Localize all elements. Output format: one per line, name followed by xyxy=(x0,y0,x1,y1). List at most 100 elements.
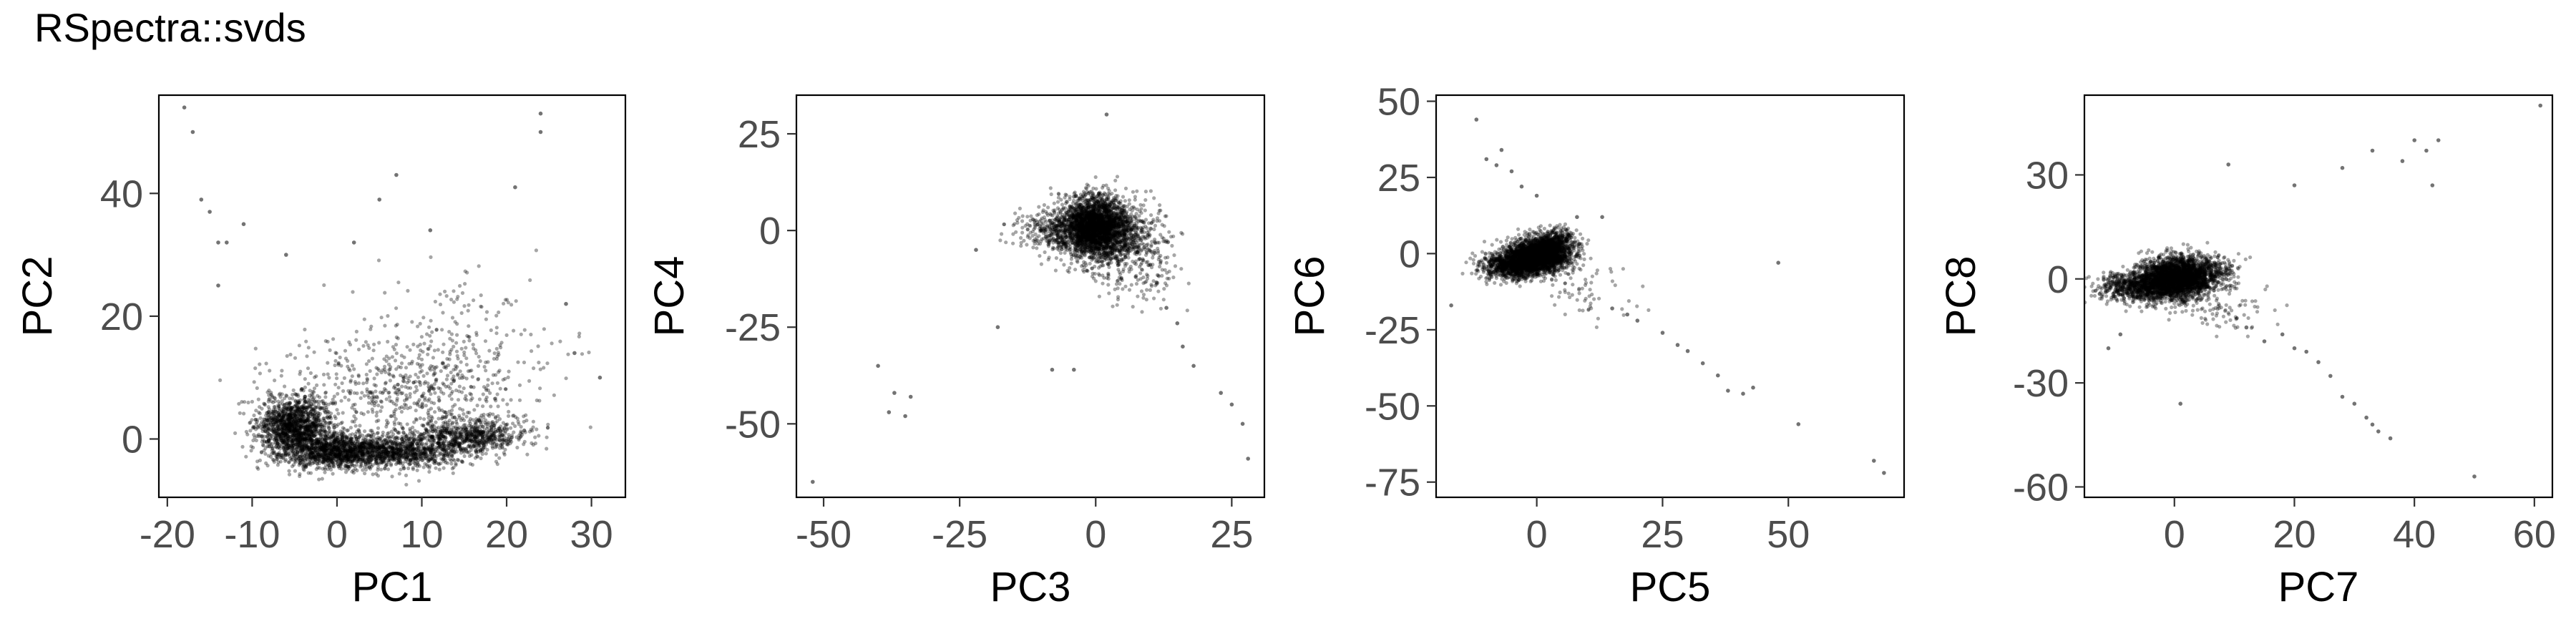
data-point xyxy=(515,445,519,450)
data-point xyxy=(316,402,321,406)
data-point xyxy=(312,422,316,426)
data-point xyxy=(240,400,244,404)
data-point xyxy=(489,428,494,432)
data-point xyxy=(288,427,293,432)
x-tick-label: 10 xyxy=(400,513,443,556)
data-point xyxy=(472,298,476,303)
data-point xyxy=(484,397,488,402)
data-point xyxy=(312,416,316,421)
data-point xyxy=(328,465,332,469)
data-point xyxy=(341,411,345,415)
data-point xyxy=(445,461,450,465)
data-point xyxy=(218,378,223,383)
data-point xyxy=(434,426,439,431)
data-point xyxy=(312,408,316,412)
data-point xyxy=(301,425,306,429)
data-point xyxy=(392,414,396,419)
data-point xyxy=(474,429,478,434)
data-point xyxy=(294,419,298,424)
data-point xyxy=(444,377,449,381)
data-point xyxy=(296,429,301,433)
data-point xyxy=(270,452,274,456)
data-point xyxy=(361,343,366,348)
data-point xyxy=(343,442,347,447)
data-point xyxy=(278,401,282,406)
data-point xyxy=(522,360,527,365)
data-point xyxy=(419,437,424,441)
data-point xyxy=(454,436,459,440)
data-point xyxy=(485,433,489,438)
data-point xyxy=(301,464,306,469)
data-point xyxy=(284,421,288,426)
data-point xyxy=(308,437,313,441)
data-point xyxy=(291,450,296,454)
data-point xyxy=(458,406,462,411)
data-point xyxy=(331,401,335,405)
data-point xyxy=(498,386,502,391)
data-point xyxy=(438,292,442,296)
data-point xyxy=(293,469,297,473)
data-point xyxy=(323,425,327,429)
data-point xyxy=(433,299,438,304)
data-point xyxy=(428,333,432,338)
data-point xyxy=(281,429,286,433)
data-point xyxy=(296,454,301,459)
data-point xyxy=(326,372,330,376)
data-point xyxy=(379,444,384,448)
data-point xyxy=(317,458,321,462)
data-point xyxy=(517,398,522,402)
data-point xyxy=(460,291,465,296)
data-point xyxy=(266,438,271,443)
data-point xyxy=(449,397,454,401)
data-point xyxy=(285,424,289,428)
data-point xyxy=(367,346,371,350)
data-point xyxy=(331,337,336,341)
data-point xyxy=(291,422,296,426)
data-point xyxy=(295,429,299,434)
data-point xyxy=(287,401,291,405)
x-tick-label: 20 xyxy=(485,513,528,556)
data-point xyxy=(276,439,280,444)
data-point xyxy=(288,421,292,426)
data-point xyxy=(518,435,522,439)
data-point xyxy=(457,416,462,420)
data-point xyxy=(418,365,423,369)
data-point xyxy=(468,462,473,466)
data-point xyxy=(459,390,464,394)
data-point xyxy=(414,418,419,422)
data-point xyxy=(291,424,295,428)
data-point xyxy=(381,368,385,372)
data-point xyxy=(280,438,284,442)
data-point xyxy=(399,374,403,378)
data-point xyxy=(445,374,450,378)
data-point xyxy=(406,288,410,293)
data-point xyxy=(503,376,507,381)
data-point xyxy=(410,320,414,324)
data-point xyxy=(278,391,282,396)
data-point xyxy=(317,477,321,482)
data-point xyxy=(292,426,296,431)
data-point xyxy=(307,401,311,405)
data-point xyxy=(512,328,516,333)
data-point xyxy=(285,406,289,410)
data-point xyxy=(250,399,254,404)
data-point xyxy=(313,422,318,426)
data-point xyxy=(309,421,314,426)
data-point xyxy=(278,421,283,425)
data-point xyxy=(429,318,433,323)
data-point xyxy=(297,415,301,420)
data-point xyxy=(280,402,285,406)
data-point xyxy=(308,424,312,429)
data-point xyxy=(305,444,309,449)
data-point xyxy=(280,418,285,422)
data-point xyxy=(270,429,274,433)
data-point xyxy=(434,377,439,381)
data-point xyxy=(266,426,270,430)
data-point xyxy=(393,455,397,460)
data-point xyxy=(335,424,339,429)
data-point xyxy=(303,437,307,441)
data-point xyxy=(496,414,500,419)
data-point xyxy=(477,354,481,359)
data-point xyxy=(531,419,536,424)
data-point xyxy=(280,440,285,444)
